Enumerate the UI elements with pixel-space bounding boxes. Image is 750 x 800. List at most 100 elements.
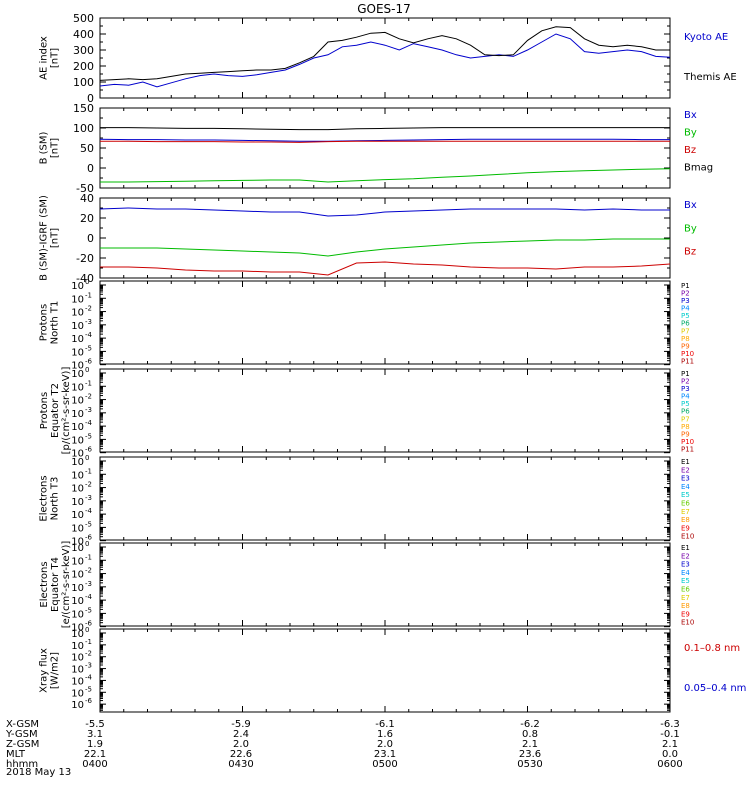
legend-channel-e4: E4	[681, 569, 690, 577]
ephemeris-value: 1.6	[377, 729, 393, 740]
log-tick-base: 10	[71, 623, 84, 634]
log-tick-exponent: -2	[85, 305, 92, 313]
ephemeris-value: 0530	[517, 759, 542, 770]
log-tick-base: 10	[71, 629, 84, 640]
y-tick-label: 20	[80, 212, 94, 225]
panel-b_sm-ylabel: B (SM)	[39, 131, 50, 164]
legend-channel-e7: E7	[681, 508, 690, 516]
legend-channel-p5: P5	[681, 400, 690, 408]
series-line-bz	[100, 140, 670, 143]
legend-channel-p4: P4	[681, 305, 690, 313]
legend-channel-e5: E5	[681, 491, 690, 499]
ephemeris-value: 0600	[657, 759, 682, 770]
ephemeris-value: 3.1	[87, 729, 103, 740]
legend-channel-p6: P6	[681, 408, 690, 416]
log-tick-exponent: -5	[85, 520, 92, 528]
log-tick-base: 10	[71, 294, 84, 305]
ephemeris-value: 0500	[372, 759, 397, 770]
log-panel-3-frame	[99, 456, 671, 541]
log-tick-base: 10	[71, 665, 84, 676]
ephemeris-value: 23.6	[519, 749, 541, 760]
ephemeris-label: Y-GSM	[5, 729, 38, 740]
ephemeris-value: 1.9	[87, 739, 103, 750]
log-tick-base: 10	[71, 422, 84, 433]
legend-channel-e1: E1	[681, 544, 690, 552]
legend-bz: Bz	[684, 247, 696, 258]
panel-b_igrf-ylabel: B (SM)-IGRF (SM)	[39, 195, 50, 281]
log-tick-exponent: -2	[85, 567, 92, 575]
y-tick-label: 0	[87, 92, 94, 105]
log-tick-exponent: -5	[85, 344, 92, 352]
legend-by: By	[684, 223, 697, 234]
log-tick-base: 10	[71, 321, 84, 332]
log-panel-4-ylabel: Equator T4	[50, 557, 61, 612]
ephemeris-value: -6.1	[375, 719, 395, 730]
log-panel-1-frame	[99, 280, 671, 365]
panel-b_sm-ylabel: [nT]	[50, 138, 61, 158]
series-line-bx	[99, 138, 670, 142]
log-tick-exponent: -4	[85, 507, 93, 515]
log-tick-exponent: -3	[85, 318, 92, 326]
log-tick-exponent: -5	[85, 606, 92, 614]
log-tick-base: 10	[71, 396, 84, 407]
log-tick-exponent: -2	[85, 481, 92, 489]
legend-channel-e2: E2	[681, 466, 690, 474]
legend-channel-p4: P4	[681, 393, 690, 401]
y-tick-label: -20	[76, 252, 94, 265]
log-tick-exponent: -2	[85, 650, 92, 658]
y-tick-label: 0	[87, 162, 94, 175]
series-line-by	[100, 238, 670, 257]
legend-channel-p3: P3	[681, 385, 690, 393]
log-tick-base: 10	[71, 457, 84, 468]
log-tick-base: 10	[71, 641, 84, 652]
ephemeris-value: -5.5	[85, 719, 105, 730]
log-tick-exponent: -3	[85, 406, 92, 414]
y-tick-label: -40	[76, 272, 94, 285]
log-tick-base: 10	[71, 653, 84, 664]
legend-channel-e8: E8	[681, 516, 690, 524]
ephemeris-value: 2.4	[233, 729, 249, 740]
legend-channel-p5: P5	[681, 312, 690, 320]
series-line-by	[100, 168, 671, 183]
log-panel-2-frame	[99, 368, 671, 453]
log-tick-exponent: 0	[85, 626, 89, 634]
y-tick-label: 100	[73, 76, 94, 89]
legend-channel-p11: P11	[681, 445, 694, 453]
ephemeris-table: X-GSM -5.5 -5.9 -6.1 -6.2 -6.3 Y-GSM 3.1 2.4 1.6 0…	[5, 719, 683, 770]
log-tick-exponent: -1	[85, 553, 92, 561]
log-tick-exponent: -1	[85, 467, 92, 475]
log-tick-exponent: -4	[85, 673, 93, 681]
log-tick-exponent: -1	[85, 291, 92, 299]
legend-channel-p9: P9	[681, 342, 690, 350]
log-panel-4-frame	[99, 542, 671, 627]
log-tick-base: 10	[71, 281, 84, 292]
log-panel-5-ylabel: [W/m2]	[50, 652, 61, 689]
log-tick-exponent: -6	[85, 697, 93, 705]
legend-xray-long: 0.1–0.8 nm	[684, 643, 740, 654]
log-tick-base: 10	[71, 308, 84, 319]
legend-channel-e10: E10	[681, 533, 694, 541]
legend-channel-p11: P11	[681, 357, 694, 365]
legend-channel-p9: P9	[681, 430, 690, 438]
panel-b_sm-frame	[99, 107, 671, 189]
log-tick-exponent: 0	[85, 540, 89, 548]
log-tick-base: 10	[71, 347, 84, 358]
log-tick-exponent: -3	[85, 662, 92, 670]
ephemeris-value: -6.2	[520, 719, 540, 730]
log-panel-2-ylabel: Equator T2	[50, 383, 61, 438]
log-tick-base: 10	[71, 484, 84, 495]
legend-channel-e2: E2	[681, 552, 690, 560]
ephemeris-value: 2.0	[233, 739, 249, 750]
ephemeris-value: -6.3	[660, 719, 680, 730]
panel-b_igrf-ylabel: [nT]	[50, 228, 61, 248]
log-tick-base: 10	[71, 570, 84, 581]
y-tick-label: 0	[87, 232, 94, 245]
log-panel-5-ylabel: Xray flux	[39, 648, 50, 693]
series-line-bx	[99, 207, 670, 217]
series-line-bz	[100, 261, 671, 276]
y-tick-label: 50	[80, 142, 94, 155]
